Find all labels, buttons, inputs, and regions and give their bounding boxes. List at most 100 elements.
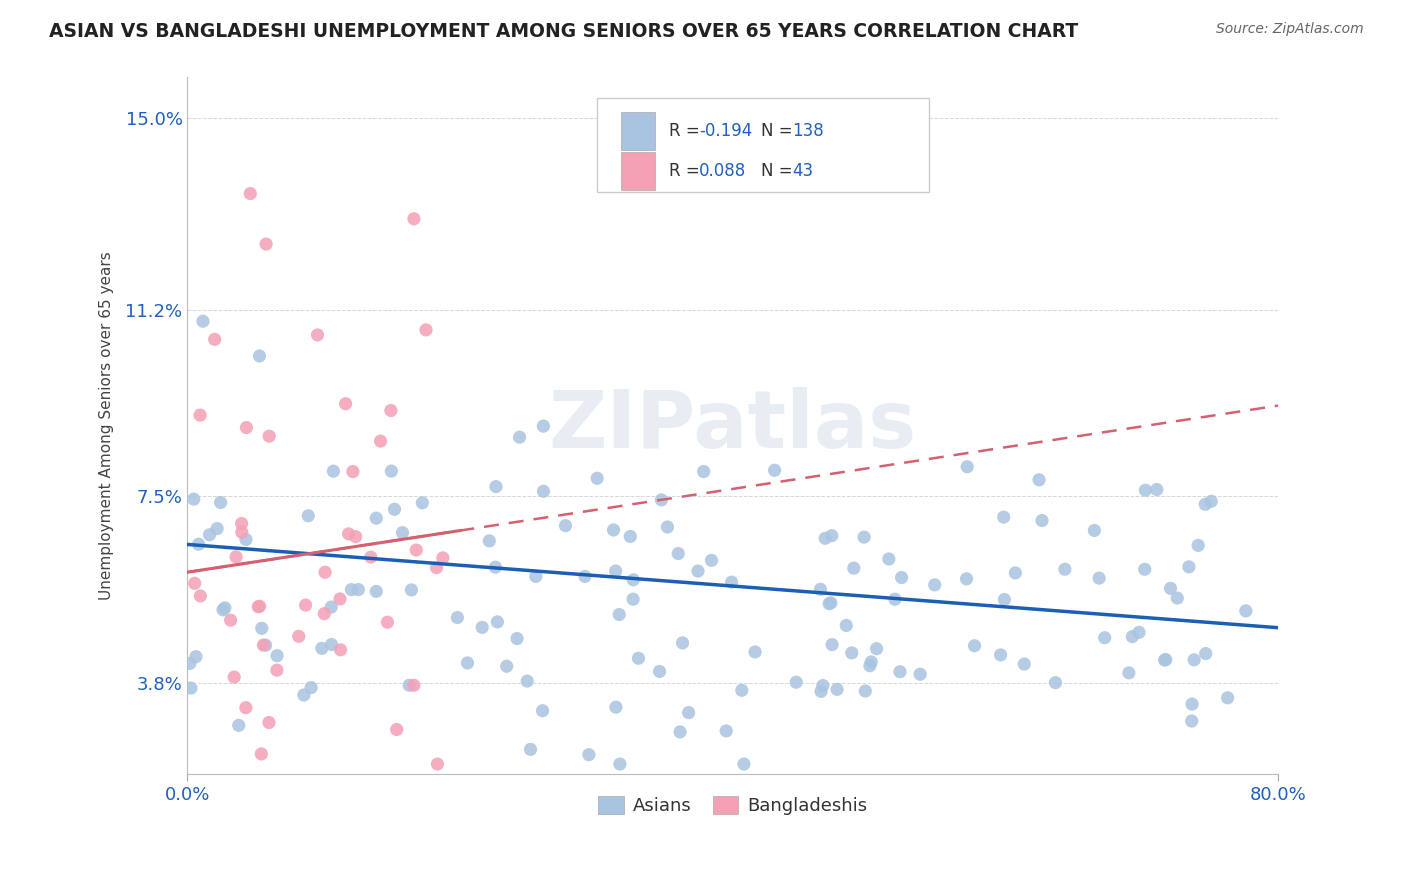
Point [814, 531, 837, 545]
Point [322, 464, 344, 478]
Point [191, 314, 214, 328]
Point [609, 757, 631, 772]
Point [1121, 630, 1143, 644]
Point [578, 747, 600, 762]
Point [235, 533, 257, 547]
Point [1094, 631, 1116, 645]
Point [506, 632, 529, 646]
Point [785, 675, 807, 690]
Point [247, 599, 270, 614]
Point [531, 419, 554, 434]
Point [184, 649, 207, 664]
Point [205, 522, 228, 536]
Point [1181, 697, 1204, 711]
Point [377, 615, 399, 630]
Point [1146, 483, 1168, 497]
Point [890, 570, 912, 584]
Point [228, 718, 250, 732]
Point [955, 572, 977, 586]
Point [457, 656, 479, 670]
Point [963, 639, 986, 653]
Point [250, 621, 273, 635]
Point [411, 496, 433, 510]
Point [484, 560, 506, 574]
Point [495, 659, 517, 673]
Point [1234, 604, 1257, 618]
Point [380, 403, 402, 417]
Point [1128, 625, 1150, 640]
Point [360, 550, 382, 565]
Point [366, 511, 388, 525]
Point [669, 725, 692, 739]
Point [733, 757, 755, 772]
Point [384, 502, 406, 516]
Point [385, 723, 408, 737]
Point [391, 525, 413, 540]
Point [859, 658, 882, 673]
Point [366, 584, 388, 599]
Point [401, 582, 423, 597]
Y-axis label: Unemployment Among Seniors over 65 years: Unemployment Among Seniors over 65 years [100, 252, 114, 600]
Point [1153, 653, 1175, 667]
Point [720, 575, 742, 590]
Point [188, 408, 211, 422]
Point [884, 592, 907, 607]
Point [183, 492, 205, 507]
Point [574, 569, 596, 583]
Point [204, 332, 226, 346]
Point [314, 566, 336, 580]
Point [818, 597, 841, 611]
Point [183, 576, 205, 591]
Point [1118, 665, 1140, 680]
Point [432, 550, 454, 565]
Point [471, 620, 494, 634]
Point [321, 600, 343, 615]
Point [398, 678, 420, 692]
Point [714, 723, 737, 738]
FancyBboxPatch shape [620, 112, 655, 150]
Point [1178, 559, 1201, 574]
Point [877, 552, 900, 566]
Point [294, 598, 316, 612]
Point [627, 651, 650, 665]
Point [415, 323, 437, 337]
Point [607, 607, 630, 622]
Point [853, 530, 876, 544]
Point [235, 420, 257, 434]
Point [235, 700, 257, 714]
Point [692, 465, 714, 479]
Point [1004, 566, 1026, 580]
Point [344, 530, 367, 544]
Point [956, 459, 979, 474]
Point [224, 670, 246, 684]
Point [426, 757, 449, 772]
Point [299, 681, 322, 695]
Point [648, 665, 671, 679]
Point [347, 582, 370, 597]
Point [1053, 562, 1076, 576]
Point [605, 564, 627, 578]
Point [841, 646, 863, 660]
Text: ASIAN VS BANGLADESHI UNEMPLOYMENT AMONG SENIORS OVER 65 YEARS CORRELATION CHART: ASIAN VS BANGLADESHI UNEMPLOYMENT AMONG … [49, 22, 1078, 41]
Point [1195, 647, 1218, 661]
Point [187, 537, 209, 551]
Point [249, 599, 271, 614]
FancyBboxPatch shape [596, 98, 929, 193]
Point [554, 518, 576, 533]
Point [370, 434, 392, 449]
Point [478, 533, 501, 548]
Point [342, 465, 364, 479]
Point [225, 549, 247, 564]
Point [1135, 483, 1157, 498]
Point [1216, 690, 1239, 705]
Point [1194, 497, 1216, 511]
Point [1160, 582, 1182, 596]
Text: N =: N = [761, 162, 799, 180]
Point [321, 638, 343, 652]
Point [231, 516, 253, 531]
Point [212, 603, 235, 617]
Point [821, 638, 844, 652]
Point [1133, 562, 1156, 576]
Text: R =: R = [668, 162, 704, 180]
Point [860, 655, 883, 669]
